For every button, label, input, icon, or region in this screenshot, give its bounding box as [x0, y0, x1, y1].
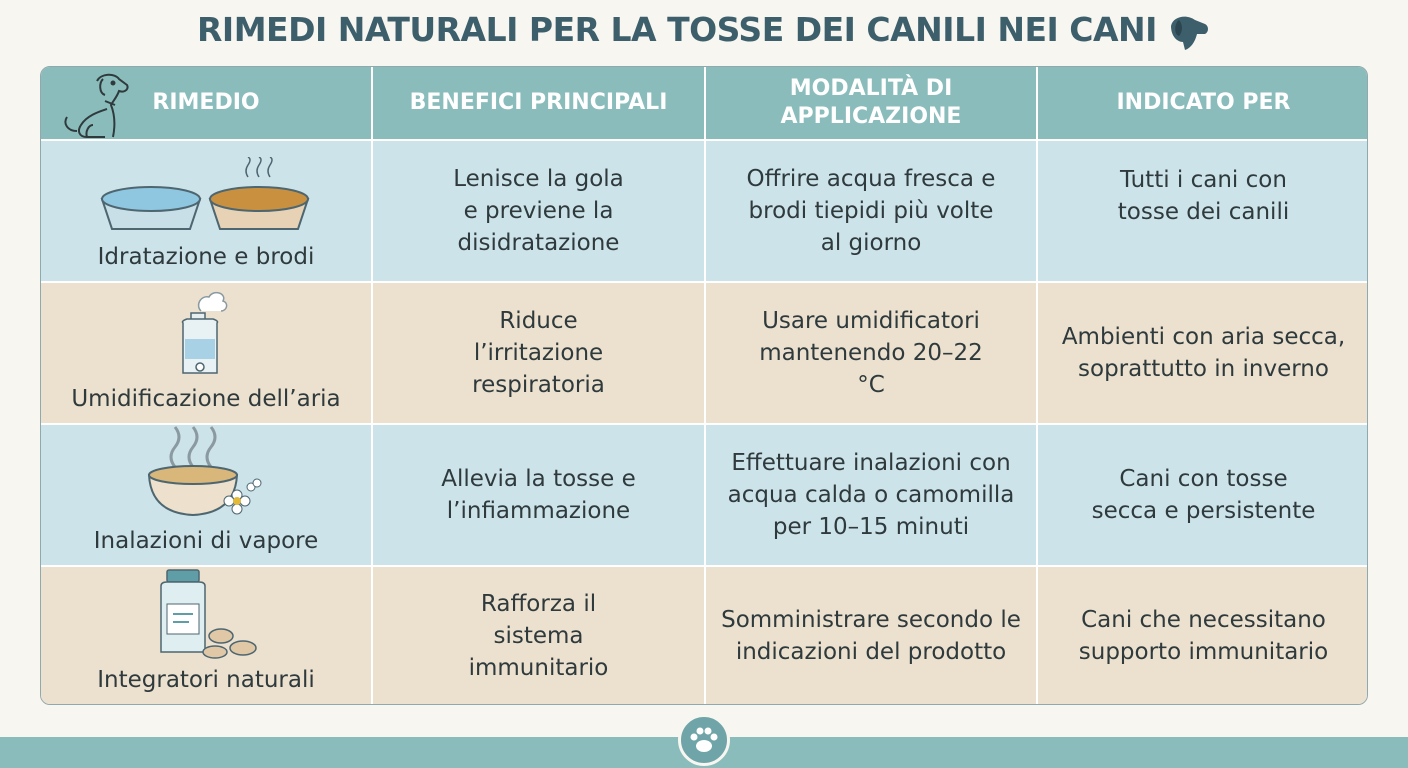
- cell-text: Tutti i cani con tosse dei canili: [1117, 167, 1290, 225]
- header-text: RIMEDIO: [152, 90, 260, 115]
- table-cell: Offrire acqua fresca e brodi tiepidi più…: [706, 141, 1038, 283]
- table-cell: Tutti i cani con tosse dei canili: [1038, 141, 1367, 283]
- remedy-cell: Integratori naturali: [41, 567, 373, 704]
- remedy-cell: Umidificazione dell’aria: [41, 283, 373, 425]
- humidifier-icon: [181, 291, 228, 374]
- table-cell: Usare umidificatori mantenendo 20–22 °C: [706, 283, 1038, 425]
- remedy-cell: Inalazioni di vapore: [41, 425, 373, 567]
- header-text: BENEFICI PRINCIPALI: [409, 90, 668, 115]
- header-cell: RIMEDIO: [41, 67, 373, 141]
- cell-text: Cani che necessitano supporto immunitari…: [1078, 606, 1329, 665]
- table-cell: Ambienti con aria secca, soprattutto in …: [1038, 283, 1367, 425]
- cell-text: Offrire acqua fresca e brodi tiepidi più…: [746, 166, 996, 256]
- dog-outline: [64, 73, 129, 138]
- table-cell: Cani con tosse secca e persistente: [1038, 425, 1367, 567]
- title: RIMEDI NATURALI PER LA TOSSE DEI CANILI …: [197, 10, 1157, 49]
- cell-text: Allevia la tosse e l’infiammazione: [441, 466, 636, 524]
- table-cell: Lenisce la gola e previene la disidrataz…: [373, 141, 706, 283]
- remedy-name: Inalazioni di vapore: [93, 528, 319, 554]
- paw-badge: [678, 714, 730, 766]
- table-cell: Rafforza il sistema immunitario: [373, 567, 706, 704]
- cell-text: Riduce l’irritazione respiratoria: [472, 308, 605, 398]
- remedy-name: Idratazione e brodi: [97, 244, 315, 270]
- supplement-icon: [160, 569, 257, 659]
- remedy-name: Integratori naturali: [97, 667, 315, 693]
- cell-text: Ambienti con aria secca, soprattutto in …: [1061, 324, 1346, 382]
- steam-bowl-icon: [147, 426, 262, 517]
- table-cell: Allevia la tosse e l’infiammazione: [373, 425, 706, 567]
- remedy-name: Umidificazione dell’aria: [71, 386, 341, 412]
- header-text: MODALITÀ DI APPLICAZIONE: [780, 76, 962, 129]
- bowls-icon: [100, 157, 310, 230]
- header-cell: INDICATO PER: [1038, 67, 1367, 141]
- cell-text: Rafforza il sistema immunitario: [468, 590, 609, 681]
- header-cell: MODALITÀ DI APPLICAZIONE: [706, 67, 1038, 141]
- cell-text: Effettuare inalazioni con acqua calda o …: [727, 450, 1015, 540]
- table-cell: Riduce l’irritazione respiratoria: [373, 283, 706, 425]
- title-wrap: RIMEDI NATURALI PER LA TOSSE DEI CANILI …: [0, 10, 1408, 52]
- header-cell: BENEFICI PRINCIPALI: [373, 67, 706, 141]
- remedies-table: RIMEDIO BENEFICI PRINCIPALI MODALITÀ DI …: [40, 66, 1368, 705]
- header-text: INDICATO PER: [1116, 90, 1291, 115]
- cell-text: Usare umidificatori mantenendo 20–22 °C: [759, 308, 983, 398]
- cell-text: Somministrare secondo le indicazioni del…: [721, 606, 1021, 665]
- paw-icon: [690, 727, 718, 752]
- table-cell: Cani che necessitano supporto immunitari…: [1038, 567, 1367, 704]
- table-cell: Effettuare inalazioni con acqua calda o …: [706, 425, 1038, 567]
- table-cell: Somministrare secondo le indicazioni del…: [706, 567, 1038, 704]
- cell-text: Lenisce la gola e previene la disidrataz…: [453, 166, 624, 256]
- cell-text: Cani con tosse secca e persistente: [1091, 466, 1316, 524]
- dog-icon: [1170, 16, 1208, 50]
- remedy-cell: Idratazione e brodi: [41, 141, 373, 283]
